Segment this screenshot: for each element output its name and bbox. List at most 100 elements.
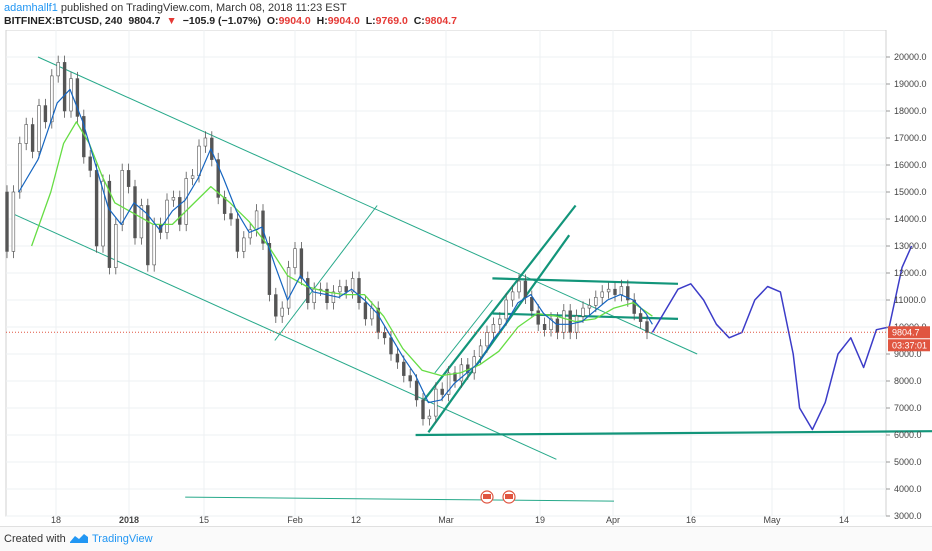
event-markers[interactable]: [480, 490, 516, 504]
x-tick-label: Mar: [438, 515, 454, 525]
candle-body: [382, 332, 387, 339]
symbol-label[interactable]: BITFINEX:BTCUSD, 240: [4, 15, 123, 27]
tradingview-link[interactable]: TradingView: [92, 533, 153, 545]
candle-body: [498, 318, 502, 325]
last-price: 9804.7: [128, 15, 161, 27]
candle-body: [536, 310, 540, 325]
candle-body: [389, 337, 393, 355]
created-with-text: Created with: [4, 533, 66, 545]
publish-info: adamhallf1 published on TradingView.com,…: [4, 2, 347, 14]
price-chart[interactable]: 3000.0 4000.0 5000.0 6000.0 7000.0 8000.0 9000…: [0, 30, 932, 526]
candle-body: [427, 415, 432, 420]
high-label: H:: [316, 15, 328, 27]
x-tick-label: 19: [535, 515, 545, 525]
candle-body: [101, 180, 105, 247]
candle-body: [248, 229, 252, 239]
x-tick-label: 18: [51, 515, 61, 525]
y-tick-label: 13000.0: [894, 241, 927, 251]
candle-body: [517, 280, 521, 293]
close-value: 9804.7: [424, 15, 457, 27]
countdown-tag-label: 03:37:01: [892, 340, 927, 350]
candle-body: [338, 286, 342, 293]
candle-body: [446, 372, 451, 395]
candle-body: [613, 288, 617, 295]
candle-body: [18, 143, 22, 193]
candle-body: [434, 388, 438, 417]
chart-grid: [5, 30, 887, 517]
candle-body: [325, 288, 329, 304]
candle-body: [491, 323, 496, 333]
candle-body: [184, 178, 188, 225]
projection-path: [651, 245, 913, 431]
x-tick-label: 16: [686, 515, 696, 525]
candle-body: [146, 205, 150, 266]
last-price-tag-label: 9804.7: [892, 327, 920, 337]
y-tick-label: 14000.0: [894, 214, 927, 224]
y-tick-label: 15000.0: [894, 187, 927, 197]
candle-body: [133, 186, 137, 239]
y-tick-label: 16000.0: [894, 160, 927, 170]
candle-body: [504, 299, 508, 320]
y-tick-label: 11000.0: [894, 295, 926, 305]
y-tick-label: 9000.0: [894, 349, 922, 359]
candle-body: [638, 313, 643, 322]
candle-body: [363, 302, 368, 320]
author-link[interactable]: adamhallf1: [4, 2, 58, 14]
event-flag-stripe: [483, 494, 491, 499]
x-tick-label: 15: [199, 515, 209, 525]
candle-body: [274, 294, 278, 317]
published-text: published on TradingView.com, March 08, …: [60, 2, 347, 14]
candle-body: [62, 62, 67, 112]
candle-body: [440, 388, 444, 395]
candle-body: [606, 288, 611, 293]
x-tick-label: 2018: [119, 515, 139, 525]
candle-body: [600, 291, 604, 298]
trendline-rising-channel-inner-1: [434, 299, 493, 374]
trendline-mid-projection-line: [274, 205, 378, 341]
candle-body: [216, 159, 220, 198]
candle-body: [203, 137, 208, 147]
candle-body: [88, 156, 92, 171]
candle-body: [178, 197, 182, 225]
close-label: C:: [413, 15, 425, 27]
candle-body: [306, 278, 310, 303]
candle-body: [139, 205, 144, 239]
candle-body: [555, 318, 560, 333]
y-tick-label: 8000.0: [894, 376, 922, 386]
last-price-tag: [888, 326, 930, 339]
candle-body: [107, 180, 112, 268]
chart-axes: 3000.0 4000.0 5000.0 6000.0 7000.0 8000.0 9000…: [6, 52, 930, 525]
candle-body: [56, 62, 60, 77]
candle-body: [242, 237, 246, 252]
tradingview-logo-icon: [70, 534, 88, 543]
x-tick-label: Apr: [606, 515, 620, 525]
change-value: −105.9 (−1.07%): [182, 15, 261, 27]
candle-body: [165, 199, 169, 233]
x-tick-label: Feb: [287, 515, 303, 525]
y-tick-label: 12000.0: [894, 268, 927, 278]
y-tick-label: 20000.0: [894, 52, 927, 62]
y-tick-label: 3000.0: [894, 511, 922, 521]
candle-body: [229, 213, 233, 220]
y-tick-label: 4000.0: [894, 484, 922, 494]
candle-body: [408, 375, 412, 382]
candle-body: [626, 286, 630, 301]
open-label: O:: [266, 15, 279, 27]
candle-body: [280, 307, 284, 317]
candle-body: [594, 296, 598, 306]
candle-body: [254, 210, 259, 231]
low-value: 9769.0: [375, 15, 408, 27]
candle-body: [414, 380, 419, 401]
candle-body: [395, 353, 400, 363]
candle-body: [478, 345, 483, 357]
trendline-rising-channel-outer-1: [421, 204, 577, 404]
candle-body: [549, 318, 553, 330]
candle-body: [574, 315, 579, 333]
candle-body: [50, 75, 54, 123]
candle-body: [510, 291, 515, 301]
candle-body: [421, 399, 425, 420]
candle-body: [568, 310, 572, 333]
candle-body: [286, 267, 291, 309]
candle-body: [619, 286, 624, 295]
y-tick-label: 18000.0: [894, 106, 927, 116]
